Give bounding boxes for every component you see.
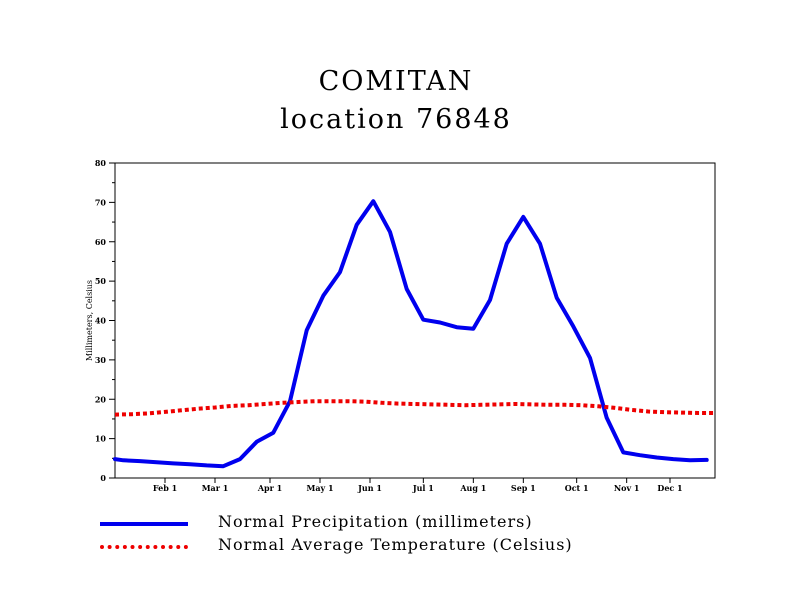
y-tick-label: 0	[100, 473, 106, 483]
x-tick-label: Nov 1	[614, 483, 640, 493]
y-tick-label: 80	[95, 158, 107, 168]
legend-swatch-precipitation	[100, 522, 188, 526]
legend-swatch-temperature	[100, 545, 188, 549]
x-tick-label: Aug 1	[459, 483, 486, 493]
series-line-precipitation	[113, 199, 709, 469]
x-tick-label: Jun 1	[357, 483, 382, 493]
x-tick-label: Dec 1	[657, 483, 682, 493]
y-tick-label: 60	[95, 237, 107, 247]
series-line-temperature	[114, 399, 715, 417]
y-tick-label: 50	[95, 276, 107, 286]
y-tick-label: 40	[95, 316, 107, 326]
y-tick-label: 20	[95, 394, 107, 404]
y-tick-label: 30	[95, 355, 107, 365]
y-tick-label: 10	[95, 434, 107, 444]
y-axis-label: Millimeters, Celsius	[85, 280, 94, 361]
legend-label-precipitation: Normal Precipitation (millimeters)	[218, 512, 533, 531]
x-tick-label: Jul 1	[412, 483, 434, 493]
x-tick-label: Sep 1	[511, 483, 536, 493]
plot-frame	[114, 162, 716, 479]
legend-item-precipitation: Normal Precipitation (millimeters)	[100, 512, 720, 536]
chart-title: COMITAN	[318, 66, 474, 97]
legend-item-temperature: Normal Average Temperature (Celsius)	[100, 535, 720, 559]
y-tick-label: 70	[95, 197, 107, 207]
x-tick-label: May 1	[306, 483, 333, 493]
x-tick-label: Oct 1	[565, 483, 589, 493]
x-tick-label: Apr 1	[257, 483, 282, 493]
x-tick-label: Feb 1	[153, 483, 177, 493]
x-tick-label: Mar 1	[202, 483, 229, 493]
legend-label-temperature: Normal Average Temperature (Celsius)	[218, 535, 573, 554]
chart-subtitle: location 76848	[280, 104, 512, 135]
